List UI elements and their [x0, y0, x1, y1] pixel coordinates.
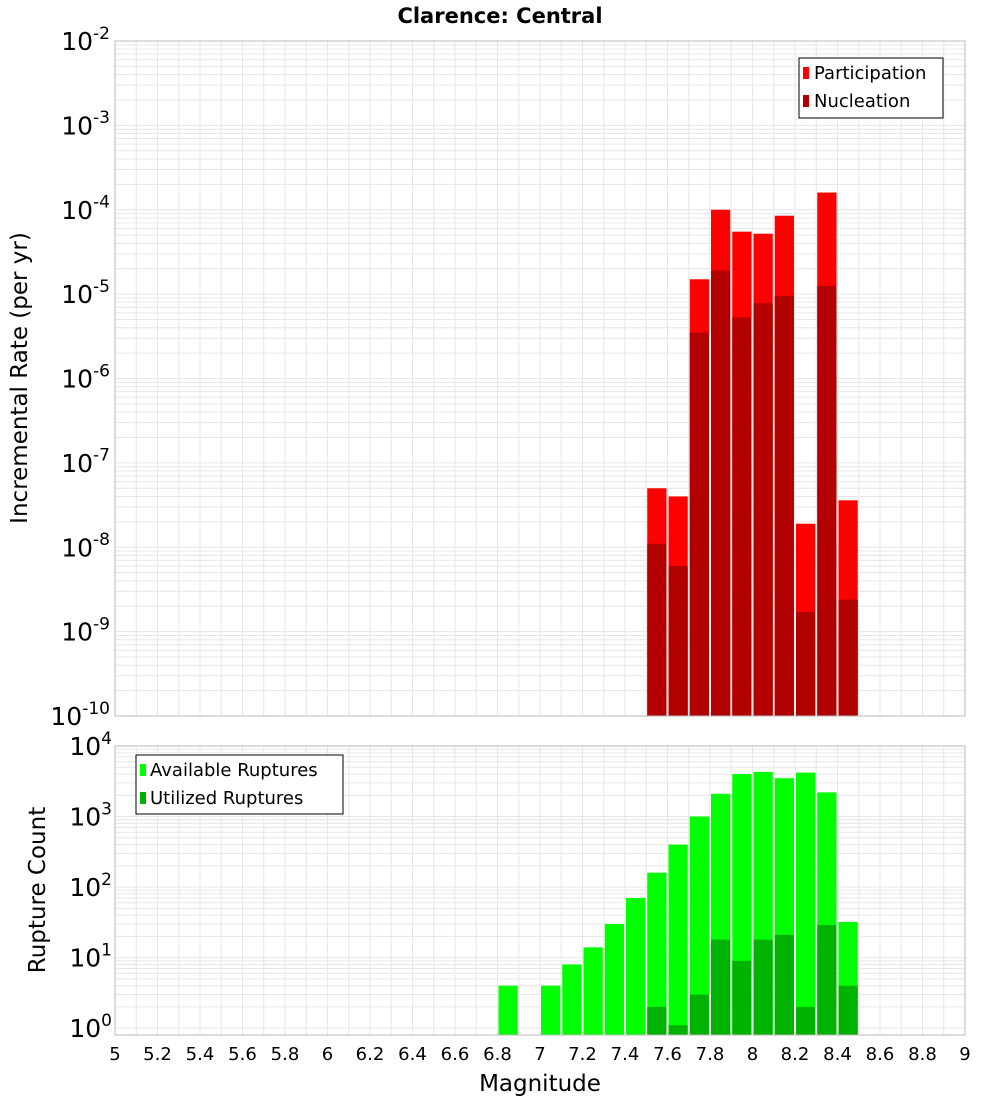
utilized-bar — [647, 1006, 667, 1035]
x-tick-labels: 5 5.2 5.4 5.6 5.8 6 6.2 6.4 6.6 6.8 7 7.2 7.4 7.6 7.8 8… — [109, 1044, 970, 1065]
x-tick-label: 8 — [747, 1044, 758, 1065]
nucleation-bar — [732, 317, 752, 716]
available-bar — [626, 898, 646, 1035]
nucleation-bar — [753, 303, 773, 716]
x-tick-label: 6.4 — [398, 1044, 427, 1065]
y-tick-label: 10-3 — [61, 108, 110, 140]
nucleation-bar — [817, 285, 837, 716]
top-legend-box — [798, 57, 944, 119]
nucleation-bar — [774, 296, 794, 716]
legend-swatch-utilized — [140, 792, 146, 804]
x-tick-label: 6 — [322, 1044, 333, 1065]
x-tick-label: 9 — [959, 1044, 970, 1065]
nucleation-bar — [796, 612, 816, 716]
x-tick-label: 6.2 — [356, 1044, 385, 1065]
top-plot-frame — [114, 40, 966, 717]
nucleation-bar — [668, 565, 688, 716]
top-legend: Participation Nucleation — [798, 57, 944, 119]
y-tick-label: 103 — [69, 799, 112, 831]
x-tick-label: 7.8 — [696, 1044, 725, 1065]
y-tick-label: 10-2 — [61, 24, 110, 56]
bottom-legend: Available Ruptures Utilized Ruptures — [135, 754, 344, 815]
utilized-bar — [753, 939, 773, 1035]
y-tick-label: 10-10 — [50, 699, 110, 731]
y-tick-label: 100 — [69, 1011, 112, 1043]
nucleation-bar — [647, 543, 667, 716]
x-tick-label: 5.4 — [186, 1044, 215, 1065]
y-tick-label: 10-9 — [61, 614, 110, 646]
legend-label-available: Available Ruptures — [150, 760, 318, 781]
available-bar — [498, 985, 518, 1035]
available-bar — [668, 844, 688, 1035]
utilized-bar — [732, 960, 752, 1035]
x-tick-label: 7.6 — [653, 1044, 682, 1065]
utilized-bars — [647, 925, 858, 1035]
y-tick-label: 102 — [69, 870, 112, 902]
top-grid — [115, 41, 966, 716]
available-bar — [604, 923, 624, 1035]
y-tick-label: 10-6 — [61, 361, 110, 393]
utilized-bar — [711, 939, 731, 1035]
y-tick-label: 10-8 — [61, 530, 110, 562]
x-tick-label: 5.6 — [228, 1044, 257, 1065]
utilized-bar — [689, 994, 709, 1035]
utilized-bar — [838, 985, 858, 1035]
utilized-bar — [817, 925, 837, 1035]
nucleation-bar — [689, 332, 709, 716]
nucleation-bar — [711, 270, 731, 716]
y-tick-label: 10-4 — [61, 193, 110, 225]
x-tick-label: 8.2 — [781, 1044, 810, 1065]
legend-label-utilized: Utilized Ruptures — [150, 788, 303, 809]
x-tick-label: 5.2 — [143, 1044, 172, 1065]
y-tick-label: 101 — [69, 940, 112, 972]
available-bars — [498, 771, 858, 1035]
legend-label-nucleation: Nucleation — [814, 91, 910, 112]
x-tick-label: 5 — [109, 1044, 120, 1065]
available-bar — [562, 964, 582, 1035]
x-tick-label: 5.8 — [271, 1044, 300, 1065]
legend-swatch-available — [140, 764, 146, 776]
x-tick-label: 6.6 — [441, 1044, 470, 1065]
y-tick-label: 104 — [69, 729, 112, 761]
top-y-tick-labels: 10-10 10-9 10-8 10-7 10-6 10-5 10-4 10-3 10-2 — [50, 24, 110, 731]
available-bar — [583, 947, 603, 1035]
top-panel: 10-10 10-9 10-8 10-7 10-6 10-5 10-4 10-3 10-2 In… — [7, 24, 966, 731]
available-bar — [796, 772, 816, 1035]
x-tick-label: 6.8 — [483, 1044, 512, 1065]
bottom-legend-box — [135, 754, 344, 815]
bottom-y-axis-label: Rupture Count — [25, 807, 51, 973]
x-tick-label: 7.2 — [568, 1044, 597, 1065]
legend-swatch-nucleation — [803, 95, 809, 107]
nucleation-bars — [647, 270, 858, 716]
available-bar — [689, 816, 709, 1035]
x-tick-label: 8.8 — [908, 1044, 937, 1065]
utilized-bar — [668, 1025, 688, 1035]
x-tick-label: 7 — [534, 1044, 545, 1065]
available-bar — [647, 872, 667, 1035]
x-tick-label: 7.4 — [611, 1044, 640, 1065]
x-tick-label: 8.6 — [866, 1044, 895, 1065]
utilized-bar — [774, 934, 794, 1035]
legend-label-participation: Participation — [814, 63, 926, 84]
bottom-panel: 100 101 102 103 104 5 5.2 5.4 5.6 5.8 6 6.2 6.4 6.6 6… — [25, 729, 971, 1097]
x-axis-label: Magnitude — [479, 1071, 601, 1097]
y-tick-label: 10-7 — [61, 446, 110, 478]
legend-swatch-participation — [803, 67, 809, 79]
chart-title: Clarence: Central — [397, 4, 602, 28]
nucleation-bar — [838, 599, 858, 716]
bottom-plot-frame — [114, 745, 966, 1036]
bottom-y-tick-labels: 100 101 102 103 104 — [69, 729, 112, 1043]
x-tick-label: 8.4 — [823, 1044, 852, 1065]
utilized-bar — [796, 1006, 816, 1035]
top-y-axis-label: Incremental Rate (per yr) — [7, 232, 33, 524]
y-tick-label: 10-5 — [61, 277, 110, 309]
available-bar — [541, 985, 561, 1035]
